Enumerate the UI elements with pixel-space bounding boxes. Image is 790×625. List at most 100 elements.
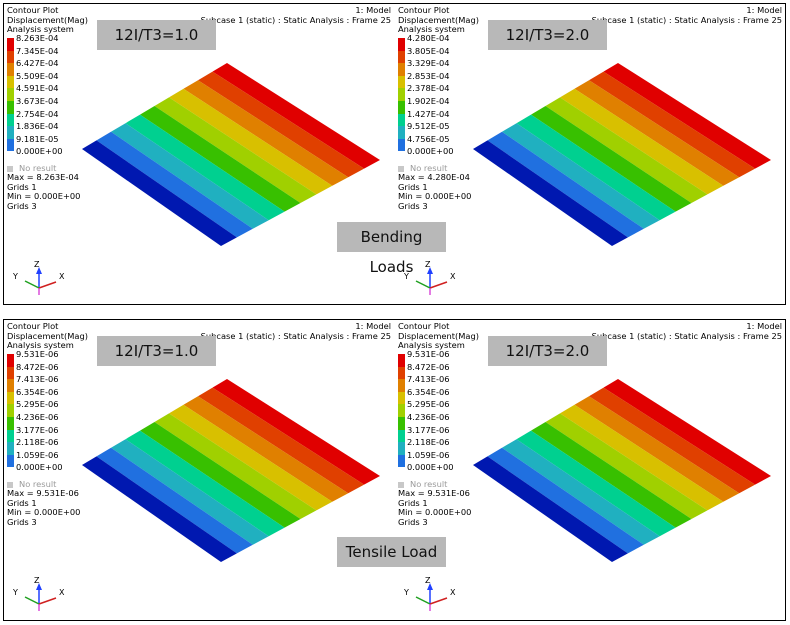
legend-value: 9.512E-05 [407,121,450,132]
contour-band [487,131,644,238]
triad-z-label: Z [425,260,431,269]
ratio-badge: 12I/T3=2.0 [488,20,607,50]
legend-swatch [7,416,14,430]
header-line: Contour Plot [7,5,59,15]
legend-value: 2.754E-04 [16,108,59,119]
legend-swatch [398,366,405,380]
legend-swatch [398,113,405,127]
bending-loads-frame: Contour Plot Displacement(Mag) Analysis sy… [3,3,786,305]
contour-band [111,123,269,229]
header-line: Analysis system [7,340,74,351]
legend-swatch [398,50,405,64]
no-result-entry: No result [7,163,56,173]
contour-band [212,379,380,485]
no-result-label: No result [19,163,57,173]
contour-panel: Contour Plot Displacement(Mag) Analysis sy… [395,4,786,304]
contour-plate [82,379,380,562]
legend-swatch [398,63,405,76]
legend-swatch [7,391,14,405]
subcase-label: Subcase 1 (static) : Static Analysis : F… [200,14,391,25]
contour-band [560,88,724,195]
legend-swatch [398,100,405,114]
legend-swatch [398,354,405,367]
triad-x-label: X [450,272,456,281]
legend-value: 6.354E-06 [407,386,450,397]
stat-line: Grids 3 [398,516,428,527]
plot-header: Contour Plot Displacement(Mag) Analysis sy… [7,321,88,351]
triad-y-label: Y [404,588,409,597]
load-case-label: Bending Loads [337,222,446,276]
legend-swatch [7,38,14,51]
model-label: 1: Model [746,321,782,331]
contour-band [111,439,269,545]
no-result-swatch [398,481,404,488]
no-result-swatch [7,165,13,172]
legend-value: 2.378E-04 [407,83,450,94]
subcase-label: Subcase 1 (static) : Static Analysis : F… [591,14,782,25]
legend-value: 9.181E-05 [16,133,59,144]
stat-line: Min = 0.000E+00 [398,191,472,202]
legend-value: 9.531E-06 [16,349,59,359]
legend-value: 0.000E+00 [16,146,63,157]
legend-value: 3.177E-06 [16,424,59,435]
stat-line: Max = 8.263E-04 [7,172,79,182]
stat-line: Grids 3 [7,516,37,527]
model-info: 1: Model Subcase 1 (static) : Static Anal… [200,5,391,25]
contour-band [589,387,756,494]
contour-band [545,413,708,519]
contour-band [603,63,771,169]
contour-band [603,379,771,485]
contour-plate [473,379,771,562]
legend-swatch [7,404,14,417]
header-line: Displacement(Mag) [398,330,480,341]
legend-swatch [7,63,14,76]
legend-value: 8.263E-04 [16,33,59,43]
contour-band [183,396,349,502]
contour-band [589,71,756,178]
legend-swatch [7,88,14,101]
contour-band [473,140,628,246]
legend-swatch [398,429,405,443]
legend-value: 4.591E-04 [16,83,59,94]
plot-header: Contour Plot Displacement(Mag) Analysis sy… [398,5,479,35]
triad-y-label: Y [13,588,18,597]
triad-z-label: Z [425,576,431,585]
stat-line: Grids 1 [398,497,428,508]
legend-value: 5.295E-06 [16,399,59,410]
plot-header: Contour Plot Displacement(Mag) Analysis sy… [7,5,88,35]
stat-line: Max = 4.280E-04 [398,172,470,182]
subcase-label: Subcase 1 (static) : Static Analysis : F… [591,330,782,341]
legend-value: 5.509E-04 [16,70,59,81]
contour-panel: Contour Plot Displacement(Mag) Analysis sy… [4,4,395,304]
contour-band [198,71,365,178]
stat-line: Grids 1 [7,181,37,192]
triad-z-label: Z [34,260,40,269]
model-info: 1: Model Subcase 1 (static) : Static Anal… [591,5,782,25]
legend-swatch [398,379,405,392]
legend-value: 1.836E-04 [16,121,59,132]
legend-value: 1.059E-06 [16,449,59,460]
legend-swatch [7,354,14,367]
legend-value: 7.413E-06 [407,374,450,385]
header-line: Analysis system [398,340,465,351]
header-line: Contour Plot [7,321,59,331]
coordinate-triad: Y Z X [12,576,72,618]
load-case-label: Tensile Load [337,537,446,567]
legend-swatch [398,126,405,139]
stat-line: Min = 0.000E+00 [398,507,472,518]
coordinate-triad: Y Z X [403,260,463,302]
legend-swatch [398,442,405,455]
no-result-label: No result [410,479,448,489]
legend-value: 1.902E-04 [407,95,450,106]
ratio-badge: 12I/T3=1.0 [97,336,216,366]
coordinate-triad: Y Z X [12,260,72,302]
stat-line: Min = 0.000E+00 [7,507,81,518]
legend-swatch [7,138,14,152]
legend-swatch [7,100,14,114]
legend-value: 3.177E-06 [407,424,450,435]
contour-band [531,422,692,528]
contour-band [96,131,253,238]
contour-band [531,106,692,212]
triad-y-label: Y [404,272,409,281]
header-line: Analysis system [398,24,465,35]
